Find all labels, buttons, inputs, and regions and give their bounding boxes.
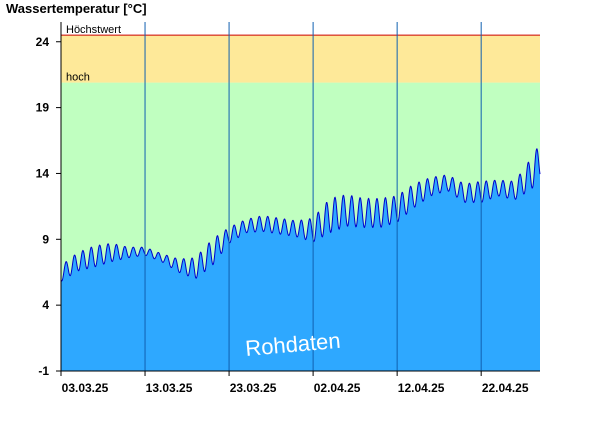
x-tick-label: 03.03.25 <box>62 381 109 395</box>
data-area <box>61 148 540 371</box>
zone-hoch <box>61 35 540 83</box>
threshold-hoechstwert-label: Höchstwert <box>66 24 121 36</box>
grid-lines <box>144 22 482 371</box>
chart-title: Wassertemperatur [°C] <box>6 1 147 16</box>
y-tick-label: 19 <box>36 101 50 115</box>
y-tick-label: 9 <box>42 232 49 246</box>
x-tick-label: 12.04.25 <box>398 381 445 395</box>
x-tick-label: 23.03.25 <box>230 381 277 395</box>
x-tick-label: 13.03.25 <box>146 381 193 395</box>
y-tick-label: 24 <box>36 35 50 49</box>
x-axis: 03.03.25 13.03.25 23.03.25 02.04.25 12.04.25… <box>60 370 540 395</box>
y-axis: -1 4 9 14 19 24 <box>36 22 62 378</box>
x-tick-label: 02.04.25 <box>314 381 361 395</box>
data-line <box>60 148 541 282</box>
threshold-hoch-label: hoch <box>66 72 90 84</box>
y-tick-label: 14 <box>36 166 50 180</box>
y-tick-label: -1 <box>38 364 49 378</box>
y-tick-label: 4 <box>42 298 49 312</box>
x-tick-label: 22.04.25 <box>482 381 529 395</box>
